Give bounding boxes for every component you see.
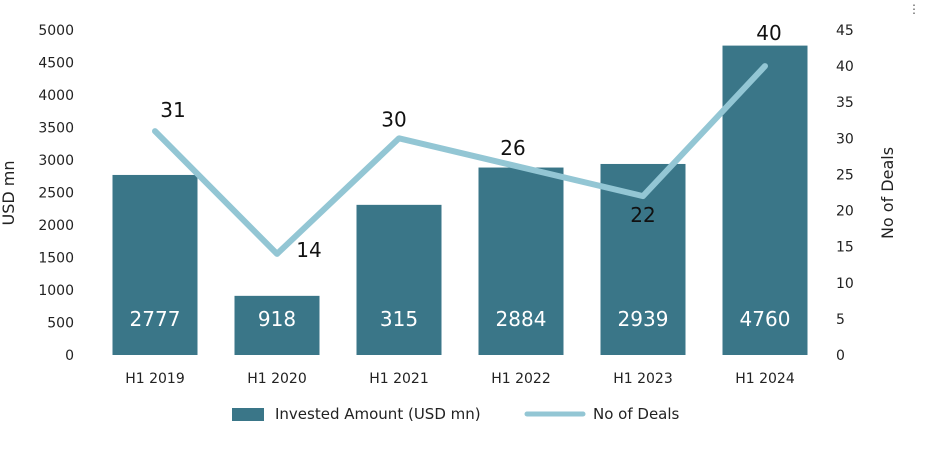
x-category-label: H1 2021 bbox=[369, 371, 429, 387]
bar-value-label: 4760 bbox=[740, 307, 791, 331]
right-axis-ticks: 0 5 10 15 20 25 30 35 40 45 bbox=[836, 23, 854, 364]
y-axis-title: USD mn bbox=[0, 161, 18, 226]
legend: Invested Amount (USD mn) No of Deals bbox=[232, 405, 680, 423]
legend-label-deals: No of Deals bbox=[593, 405, 680, 423]
y2-axis-title: No of Deals bbox=[878, 147, 897, 239]
y2-tick-label: 20 bbox=[836, 204, 854, 220]
y-tick-label: 2500 bbox=[38, 186, 74, 202]
y-tick-label: 5000 bbox=[38, 23, 74, 39]
deal-count-label: 31 bbox=[160, 98, 185, 122]
y2-tick-label: 35 bbox=[836, 95, 854, 111]
bar-value-label: 2884 bbox=[496, 307, 547, 331]
bar bbox=[234, 295, 320, 355]
bar bbox=[112, 174, 198, 355]
more-options-icon[interactable]: ⋮ bbox=[908, 2, 920, 16]
bar-value-label: 2939 bbox=[618, 307, 669, 331]
y-tick-label: 4500 bbox=[38, 56, 74, 72]
x-category-label: H1 2019 bbox=[125, 371, 185, 387]
y-tick-label: 4000 bbox=[38, 88, 74, 104]
bar bbox=[356, 204, 442, 355]
bar-value-label: 918 bbox=[258, 307, 296, 331]
y-tick-label: 3000 bbox=[38, 153, 74, 169]
deals-line bbox=[152, 63, 768, 257]
category-labels: H1 2019 H1 2020 H1 2021 H1 2022 H1 2023 H1 20… bbox=[125, 371, 795, 387]
y2-tick-label: 30 bbox=[836, 131, 854, 147]
line-series bbox=[152, 63, 768, 257]
deal-count-label: 22 bbox=[630, 203, 655, 227]
legend-swatch-invested bbox=[232, 408, 264, 421]
x-category-label: H1 2023 bbox=[613, 371, 673, 387]
y-tick-label: 1500 bbox=[38, 251, 74, 267]
y2-tick-label: 10 bbox=[836, 276, 854, 292]
y-tick-label: 1000 bbox=[38, 283, 74, 299]
bar-value-label: 2777 bbox=[130, 307, 181, 331]
y2-tick-label: 5 bbox=[836, 312, 845, 328]
bar-value-label: 315 bbox=[380, 307, 418, 331]
deal-count-label: 30 bbox=[381, 107, 406, 131]
y2-tick-label: 40 bbox=[836, 59, 854, 75]
y2-tick-label: 45 bbox=[836, 23, 854, 39]
y-tick-label: 0 bbox=[65, 348, 74, 364]
x-category-label: H1 2024 bbox=[735, 371, 795, 387]
y2-tick-label: 15 bbox=[836, 240, 854, 256]
bar bbox=[478, 167, 564, 355]
left-axis-ticks: 0 500 1000 1500 2000 2500 3000 3500 4000 4500 5000 bbox=[38, 23, 74, 364]
x-category-label: H1 2022 bbox=[491, 371, 551, 387]
legend-label-invested: Invested Amount (USD mn) bbox=[275, 405, 481, 423]
y2-tick-label: 0 bbox=[836, 348, 845, 364]
y-tick-label: 3500 bbox=[38, 121, 74, 137]
y-tick-label: 2000 bbox=[38, 218, 74, 234]
y2-tick-label: 25 bbox=[836, 167, 854, 183]
bar-series bbox=[112, 45, 808, 355]
deal-count-label: 40 bbox=[756, 21, 781, 45]
x-category-label: H1 2020 bbox=[247, 371, 307, 387]
data-labels: 2777 918 315 2884 2939 4760 31 14 30 26 22 40 bbox=[130, 21, 791, 331]
deal-count-label: 26 bbox=[500, 136, 525, 160]
deal-count-label: 14 bbox=[296, 238, 321, 262]
y-tick-label: 500 bbox=[47, 316, 74, 332]
